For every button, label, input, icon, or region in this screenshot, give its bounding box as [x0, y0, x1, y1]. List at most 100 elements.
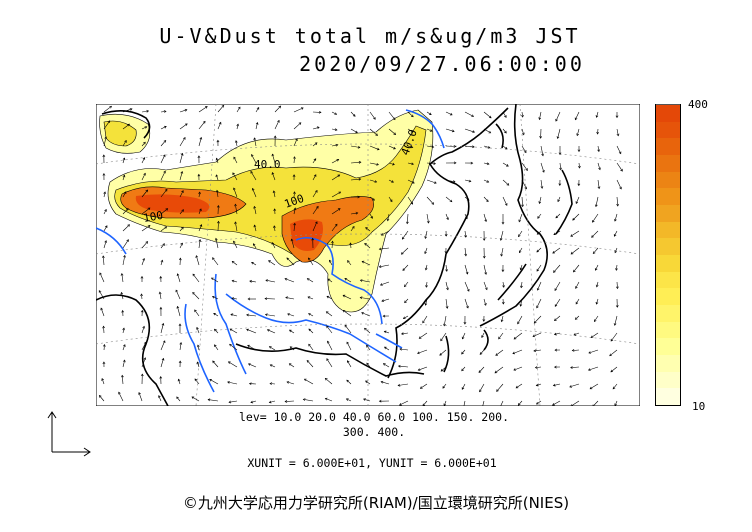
wind-vector-head	[592, 251, 596, 255]
wind-vector-head	[264, 313, 268, 317]
wind-vector-head	[595, 301, 599, 305]
wind-vector-head	[229, 328, 233, 332]
wind-vector	[464, 281, 470, 292]
wind-vector-head	[365, 227, 368, 230]
wind-vector	[350, 145, 360, 148]
vector-axes-indicator	[47, 411, 91, 457]
wind-vector	[517, 315, 523, 324]
wind-vector-head	[204, 106, 208, 109]
wind-vector	[122, 191, 127, 198]
wind-vector	[141, 293, 143, 300]
wind-vector	[588, 349, 599, 354]
wind-vector	[361, 312, 371, 317]
wind-vector-head	[424, 251, 427, 255]
wind-vector	[347, 360, 352, 368]
wind-vector-head	[610, 369, 614, 373]
wind-vector	[369, 128, 378, 136]
wind-vector-head	[522, 132, 525, 136]
wind-vector-head	[271, 241, 275, 245]
wind-vector	[614, 315, 618, 326]
wind-vector-head	[556, 136, 560, 139]
wind-vector-head	[250, 170, 253, 174]
colorbar-band	[656, 154, 680, 172]
wind-vector	[572, 349, 580, 351]
wind-vector	[614, 230, 618, 237]
wind-vector	[331, 208, 341, 215]
wind-vector-head	[269, 364, 273, 367]
wind-vector	[233, 240, 238, 249]
wind-vector-head	[127, 224, 130, 227]
wind-vector-head	[366, 362, 370, 366]
wind-vector-head	[501, 301, 505, 305]
wind-vector	[350, 226, 355, 232]
wind-vector-head	[212, 360, 215, 364]
wind-vector	[426, 111, 432, 115]
wind-vector-head	[347, 260, 350, 263]
wind-vector-head	[383, 330, 387, 334]
wind-vector	[122, 157, 125, 164]
wind-vector	[141, 342, 147, 351]
wind-vector-head	[234, 140, 238, 143]
wind-vector-head	[445, 269, 448, 272]
wind-vector-head	[397, 364, 401, 368]
wind-vector-head	[402, 316, 406, 319]
wind-vector	[381, 381, 390, 385]
wind-vector	[122, 108, 133, 113]
wind-vector-head	[461, 351, 464, 355]
wind-vector-head	[161, 357, 165, 361]
wind-vectors	[98, 104, 623, 406]
contour-label: 100	[283, 192, 306, 211]
wind-vector-head	[588, 351, 592, 354]
wind-vector	[158, 395, 162, 402]
wind-vector-head	[506, 164, 509, 167]
wind-vector-head	[577, 149, 581, 153]
wind-vector	[232, 172, 238, 181]
wind-vector	[235, 140, 238, 147]
wind-vector-head	[618, 151, 622, 155]
wind-vector-head	[314, 190, 318, 193]
wind-vector-head	[246, 328, 249, 332]
wind-vector	[98, 290, 105, 300]
wind-vector	[540, 162, 545, 173]
wind-vector	[388, 111, 396, 120]
wind-vector-head	[251, 262, 254, 265]
wind-vector	[502, 111, 507, 118]
wind-vector-head	[289, 329, 292, 333]
wind-vector	[331, 111, 337, 115]
wind-vector-head	[326, 325, 329, 329]
wind-vector-head	[485, 287, 488, 291]
wind-vector	[253, 243, 257, 249]
wind-vector-head	[553, 332, 557, 336]
wind-vector	[331, 191, 341, 198]
wind-vector	[308, 313, 314, 317]
wind-vector	[212, 360, 219, 368]
wind-vector	[398, 365, 409, 368]
wind-vector-head	[162, 154, 166, 158]
wind-vector	[426, 128, 433, 132]
wind-vector	[569, 383, 580, 388]
wind-vector	[379, 264, 390, 268]
wind-vector-head	[177, 378, 181, 382]
wind-vector-head	[504, 130, 507, 134]
wind-vector-head	[308, 328, 312, 332]
wind-vector-head	[519, 304, 523, 307]
wind-vector	[250, 171, 257, 181]
wind-vector	[331, 128, 338, 131]
wind-vector-head	[572, 217, 575, 221]
wind-vector	[246, 314, 257, 317]
wind-vector	[160, 126, 167, 130]
wind-vector	[141, 189, 148, 198]
wind-vector-head	[376, 147, 380, 151]
wind-vector-head	[216, 139, 220, 143]
wind-vector-head	[127, 123, 130, 127]
wind-vector-head	[318, 110, 322, 114]
wind-vector	[307, 296, 314, 300]
wind-vector	[369, 213, 373, 219]
wind-vector-head	[176, 396, 179, 400]
wind-vector-head	[499, 238, 503, 241]
wind-vector	[236, 124, 239, 130]
wind-vector	[483, 162, 490, 165]
wind-vector-head	[417, 368, 421, 371]
wind-vector	[597, 162, 601, 170]
wind-vector	[192, 273, 200, 283]
